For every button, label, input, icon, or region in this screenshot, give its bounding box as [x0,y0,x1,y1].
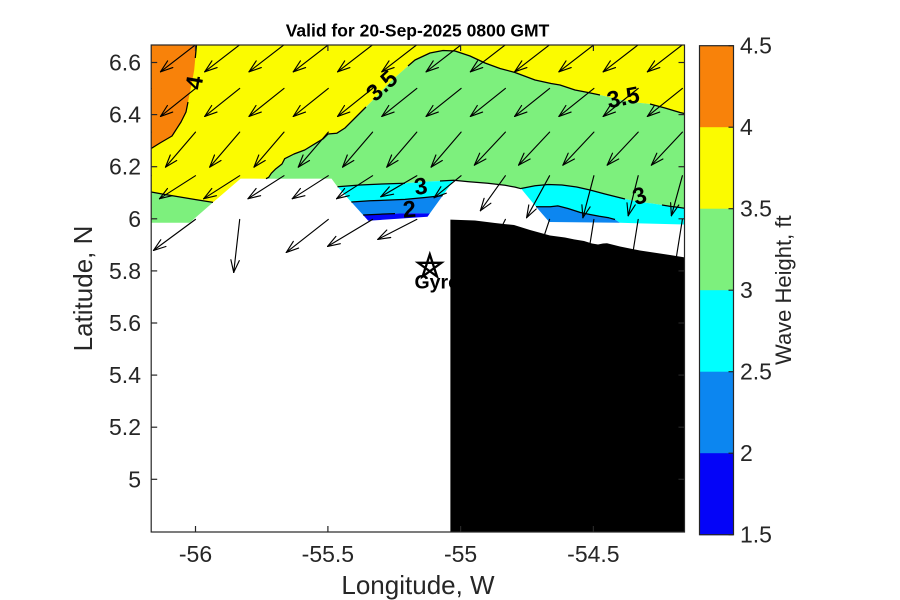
svg-text:4: 4 [180,74,208,91]
svg-text:-54.5: -54.5 [567,541,619,567]
svg-text:3.5: 3.5 [740,196,772,222]
svg-text:1.5: 1.5 [740,522,772,548]
svg-text:2: 2 [740,440,753,466]
svg-text:4.5: 4.5 [740,33,772,59]
svg-text:6.4: 6.4 [109,102,141,128]
svg-text:5.8: 5.8 [109,258,141,284]
svg-text:6.2: 6.2 [109,154,141,180]
svg-text:Valid for 20-Sep-2025 0800 GMT: Valid for 20-Sep-2025 0800 GMT [286,21,550,41]
svg-text:Latitude, N: Latitude, N [68,226,98,352]
svg-text:6.6: 6.6 [109,50,141,76]
svg-text:3: 3 [740,277,753,303]
svg-text:5.4: 5.4 [109,362,141,388]
svg-text:-55.5: -55.5 [302,541,354,567]
svg-text:2: 2 [402,196,417,223]
svg-text:4: 4 [740,114,753,140]
svg-text:3.5: 3.5 [605,81,642,113]
svg-text:-55: -55 [444,541,477,567]
svg-text:5.6: 5.6 [109,310,141,336]
svg-text:5: 5 [128,466,141,492]
svg-text:6: 6 [128,206,141,232]
svg-text:-56: -56 [179,541,212,567]
svg-text:2.5: 2.5 [740,359,772,385]
svg-text:5.2: 5.2 [109,414,141,440]
svg-text:3: 3 [412,172,429,200]
svg-text:Wave Height, ft: Wave Height, ft [771,215,796,365]
svg-text:Gyre: Gyre [415,272,460,294]
svg-text:Longitude, W: Longitude, W [341,570,495,600]
